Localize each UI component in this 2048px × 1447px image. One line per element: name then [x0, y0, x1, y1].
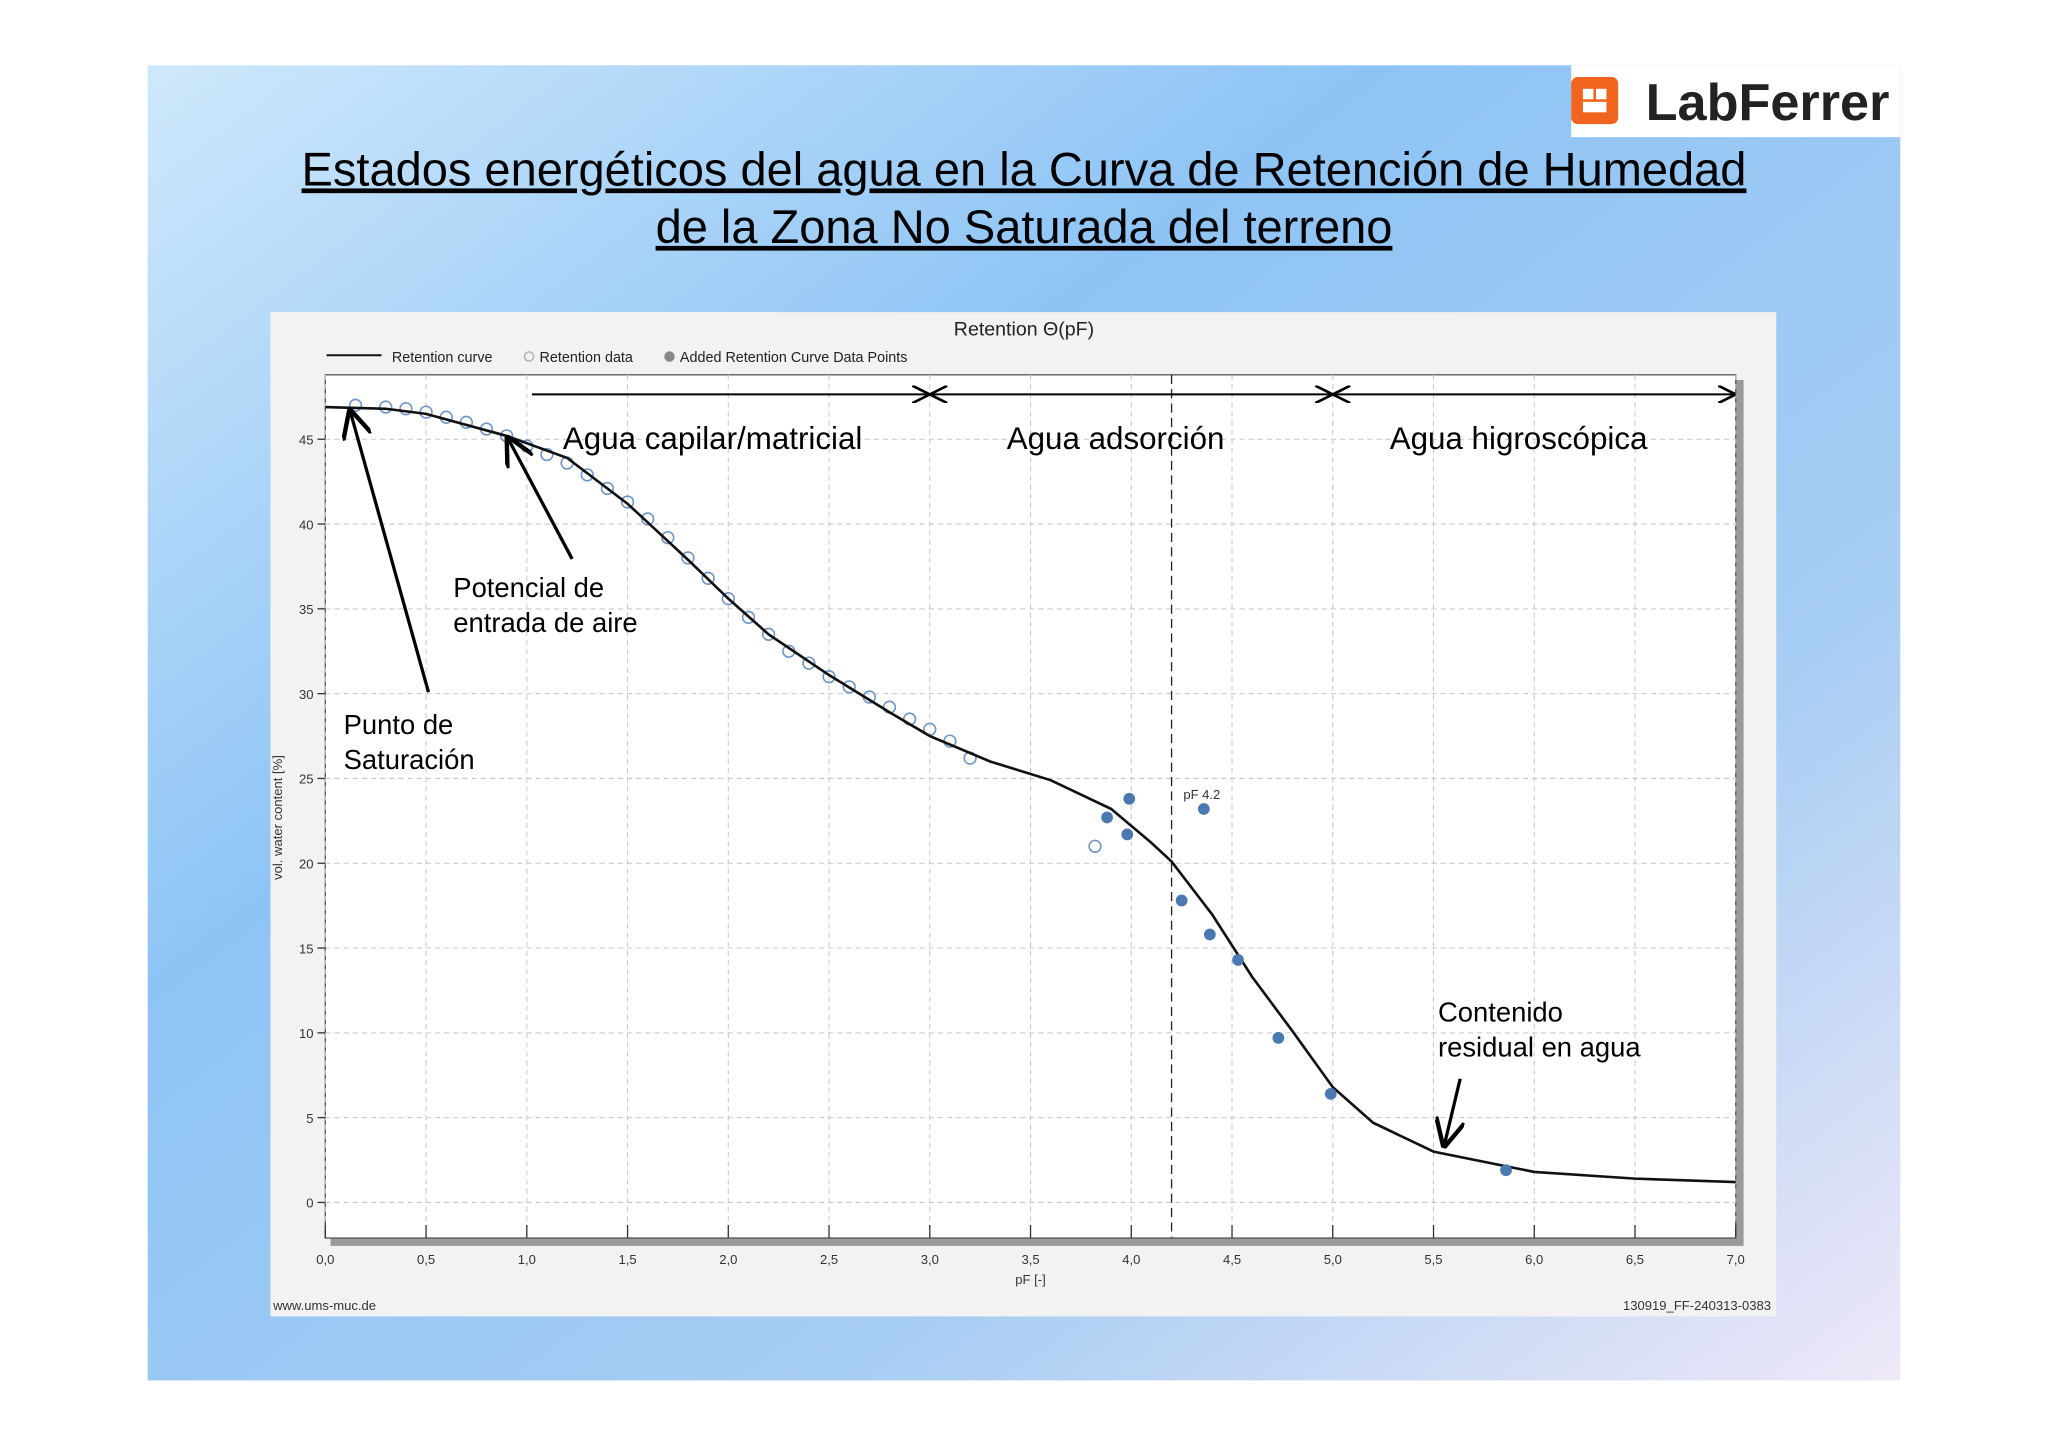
- added-point: [1272, 1032, 1285, 1044]
- x-tick-label: 3,0: [921, 1252, 939, 1267]
- x-tick-label: 2,0: [719, 1252, 737, 1267]
- data-point: [741, 610, 756, 624]
- data-point: [822, 670, 836, 684]
- logo-icon: [1571, 77, 1619, 125]
- y-tick-label: 30: [299, 687, 314, 702]
- x-tick-label: 0,5: [417, 1252, 435, 1267]
- added-point: [1500, 1164, 1512, 1177]
- legend-label: Retention curve: [392, 350, 493, 366]
- annotation-text: Punto de: [344, 709, 454, 740]
- y-tick-label: 40: [299, 517, 314, 532]
- data-point: [661, 530, 675, 545]
- region-label: Agua adsorción: [1007, 421, 1225, 456]
- added-point: [1101, 811, 1113, 824]
- data-point: [540, 447, 554, 462]
- reference-label: pF 4.2: [1183, 787, 1220, 802]
- data-point: [641, 512, 655, 526]
- added-point: [1121, 828, 1134, 841]
- data-point: [600, 481, 615, 496]
- added-point: [1324, 1088, 1337, 1100]
- footer-left: www.ums-muc.de: [272, 1298, 376, 1313]
- retention-curve: [325, 405, 1736, 1184]
- added-point: [1203, 928, 1216, 941]
- data-point: [701, 571, 715, 585]
- annotation-text: residual en agua: [1438, 1032, 1641, 1063]
- legend-swatch: [523, 351, 535, 362]
- data-point: [1088, 839, 1102, 853]
- x-tick-label: 2,5: [820, 1252, 838, 1267]
- x-tick-label: 1,5: [618, 1252, 636, 1267]
- region-label: Agua higroscópica: [1390, 421, 1648, 456]
- annotation-text: Contenido: [1438, 996, 1563, 1027]
- x-tick-label: 3,5: [1021, 1252, 1039, 1267]
- data-point: [580, 468, 594, 482]
- data-point: [761, 627, 776, 641]
- added-point: [1175, 894, 1188, 907]
- annotation-arrow: [507, 436, 574, 560]
- y-tick-label: 35: [299, 602, 314, 617]
- data-point: [802, 656, 816, 670]
- y-tick-label: 10: [299, 1026, 314, 1041]
- x-tick-label: 0,0: [316, 1252, 334, 1267]
- x-tick-label: 1,0: [518, 1252, 536, 1267]
- y-axis-label: vol. water content [%]: [270, 755, 285, 880]
- x-tick-label: 5,0: [1324, 1252, 1342, 1267]
- slide-title: de la Zona No Saturada del terreno: [656, 200, 1393, 253]
- data-point: [379, 400, 393, 414]
- y-tick-label: 15: [299, 941, 314, 956]
- data-point: [721, 592, 735, 606]
- annotation-text: Potencial de: [453, 572, 604, 603]
- footer-right: 130919_FF-240313-0383: [1623, 1298, 1771, 1313]
- x-tick-label: 7,0: [1727, 1252, 1745, 1267]
- y-tick-label: 5: [306, 1111, 313, 1126]
- annotation-text: Saturación: [344, 744, 475, 775]
- x-tick-label: 4,5: [1223, 1252, 1241, 1267]
- legend-swatch: [664, 351, 675, 362]
- logo-box: [1571, 65, 1901, 138]
- y-tick-label: 45: [299, 432, 314, 447]
- annotation-text: entrada de aire: [453, 607, 637, 638]
- data-point: [681, 551, 695, 565]
- logo-text: LabFerrer: [1646, 74, 1890, 132]
- added-point: [1123, 792, 1136, 805]
- annotation-arrow: [1444, 1078, 1461, 1148]
- x-tick-label: 6,0: [1525, 1252, 1543, 1267]
- added-point: [1197, 803, 1210, 815]
- region-label: Agua capilar/matricial: [563, 421, 862, 456]
- y-tick-label: 0: [306, 1196, 313, 1211]
- data-point: [842, 680, 856, 694]
- x-tick-label: 4,0: [1122, 1252, 1140, 1267]
- legend-label: Retention data: [540, 350, 633, 366]
- added-point: [1232, 954, 1244, 966]
- y-tick-label: 20: [299, 856, 314, 871]
- x-axis-label: pF [-]: [1015, 1272, 1045, 1287]
- y-tick-label: 25: [299, 772, 314, 787]
- legend-label: Added Retention Curve Data Points: [680, 350, 908, 366]
- annotation-arrow: [349, 409, 431, 693]
- chart-title: Retention Θ(pF): [954, 319, 1094, 341]
- data-point: [620, 495, 635, 509]
- x-tick-label: 5,5: [1424, 1252, 1442, 1267]
- x-tick-label: 6,5: [1626, 1252, 1644, 1267]
- data-point: [399, 402, 413, 416]
- slide-title: Estados energéticos del agua en la Curva…: [302, 142, 1747, 195]
